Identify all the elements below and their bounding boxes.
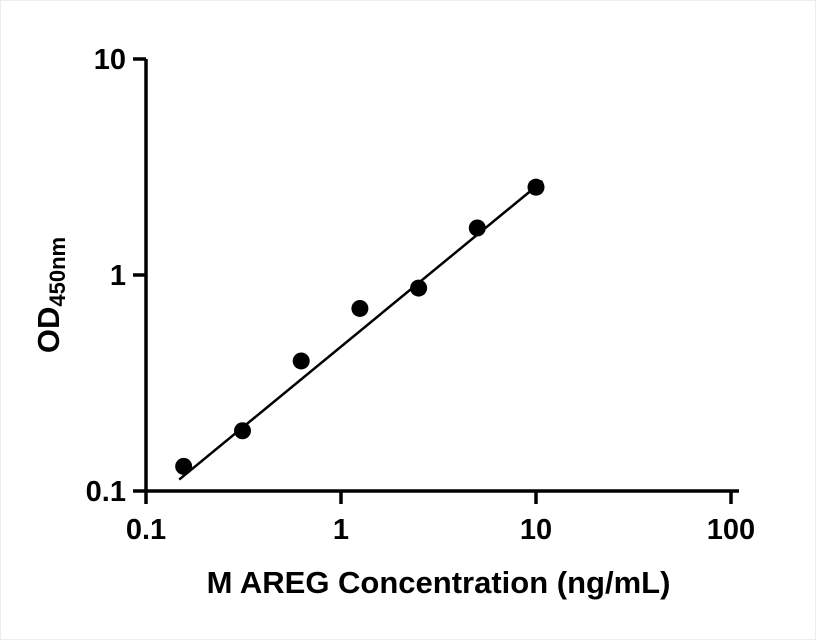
data-point <box>468 219 486 237</box>
trend-line <box>178 180 544 481</box>
x-tick-label: 1 <box>333 514 349 546</box>
y-tick-label: 10 <box>94 44 126 76</box>
x-tick-label: 0.1 <box>126 514 166 546</box>
x-tick-label: 100 <box>707 514 755 546</box>
data-point <box>175 457 193 475</box>
data-point <box>233 422 251 440</box>
y-tick-label: 0.1 <box>86 476 126 508</box>
data-point <box>410 279 428 297</box>
y-tick-label: 1 <box>110 260 126 292</box>
y-axis-ticks: 0.1 1 10 <box>86 44 146 508</box>
data-points <box>175 178 545 475</box>
x-tick-label: 10 <box>520 514 552 546</box>
y-axis-label: OD450nm <box>31 237 70 353</box>
data-point <box>351 299 369 317</box>
data-point <box>527 178 545 196</box>
axes <box>144 59 739 493</box>
x-axis-label: M AREG Concentration (ng/mL) <box>207 565 671 600</box>
x-axis-ticks: 0.1 1 10 100 <box>126 491 755 546</box>
data-point <box>292 352 310 370</box>
